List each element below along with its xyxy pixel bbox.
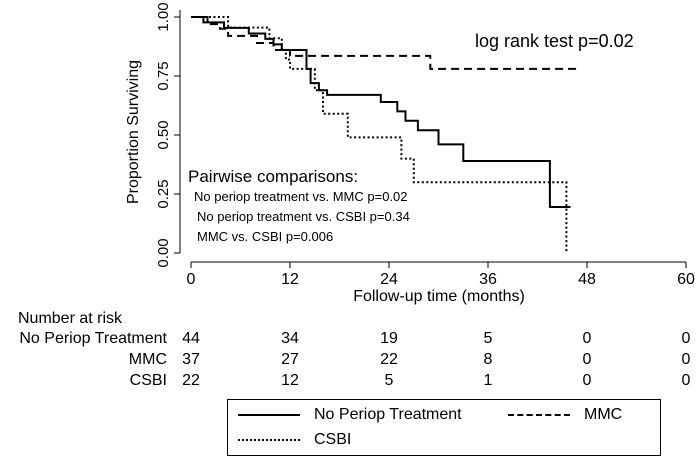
risk-cell: 34	[281, 330, 299, 347]
risk-cell: 0	[681, 351, 691, 368]
risk-row-label: MMC	[128, 351, 167, 368]
pairwise-title: Pairwise comparisons:	[188, 167, 358, 186]
risk-cell: 5	[483, 330, 493, 347]
survival-curves	[191, 16, 579, 253]
y-tick-label: 0.25	[155, 179, 172, 208]
series-line-csbi	[191, 16, 568, 253]
y-axis-label: Proportion Surviving	[125, 60, 142, 204]
legend-dotted-line	[238, 439, 300, 441]
legend: No Periop Treatment MMC CSBI	[227, 399, 661, 456]
risk-cell: 0	[681, 330, 691, 347]
risk-cell: 44	[182, 330, 200, 347]
x-tick-label: 24	[380, 271, 398, 288]
logrank-annotation: log rank test p=0.02	[475, 31, 634, 51]
risk-cell: 0	[582, 330, 592, 347]
pairwise-line-1: No periop treatment vs. MMC p=0.02	[194, 189, 408, 204]
pairwise-line-2: No periop treatment vs. CSBI p=0.34	[197, 209, 410, 224]
risk-table-title: Number at risk	[18, 310, 123, 327]
x-tick-label: 36	[479, 271, 497, 288]
y-tick-label: 0.75	[155, 61, 172, 90]
risk-cell: 0	[582, 351, 592, 368]
x-tick-label: 48	[578, 271, 596, 288]
risk-cell: 5	[384, 372, 394, 389]
risk-cell: 27	[281, 351, 299, 368]
legend-label-no-periop: No Periop Treatment	[314, 406, 462, 423]
risk-cell: 8	[483, 351, 493, 368]
x-tick-label: 60	[677, 271, 695, 288]
risk-cell: 0	[582, 372, 592, 389]
risk-cell: 37	[182, 351, 200, 368]
x-axis-label: Follow-up time (months)	[353, 288, 525, 305]
legend-item-mmc: MMC	[508, 406, 622, 424]
risk-cell: 22	[380, 351, 398, 368]
x-tick-label: 12	[281, 271, 299, 288]
legend-label-mmc: MMC	[584, 406, 623, 423]
pairwise-line-3: MMC vs. CSBI p=0.006	[197, 229, 333, 244]
x-tick-label: 0	[187, 271, 196, 288]
legend-item-csbi: CSBI	[238, 431, 351, 449]
risk-row-label: CSBI	[129, 372, 167, 389]
legend-solid-line	[238, 414, 300, 416]
risk-cell: 22	[182, 372, 200, 389]
risk-cell: 0	[681, 372, 691, 389]
plot-axes: 0 12 24 36 48 60 0.00 0.25 0.50 0.75 1.00	[155, 2, 695, 288]
legend-dashed-line	[508, 414, 570, 416]
risk-cell: 1	[483, 372, 493, 389]
series-line-mmc	[191, 16, 579, 70]
risk-cell: 19	[380, 330, 398, 347]
annotations: log rank test p=0.02 Pairwise comparison…	[188, 31, 634, 244]
y-tick-label: 0.50	[155, 120, 172, 149]
y-tick-label: 0.00	[155, 238, 172, 267]
series-line-no-periop-treatment	[191, 16, 571, 208]
legend-item-no-periop: No Periop Treatment	[238, 406, 462, 424]
risk-row-label: No Periop Treatment	[19, 330, 167, 347]
risk-cell: 12	[281, 372, 299, 389]
y-tick-label: 1.00	[155, 2, 172, 31]
legend-label-csbi: CSBI	[314, 431, 352, 448]
